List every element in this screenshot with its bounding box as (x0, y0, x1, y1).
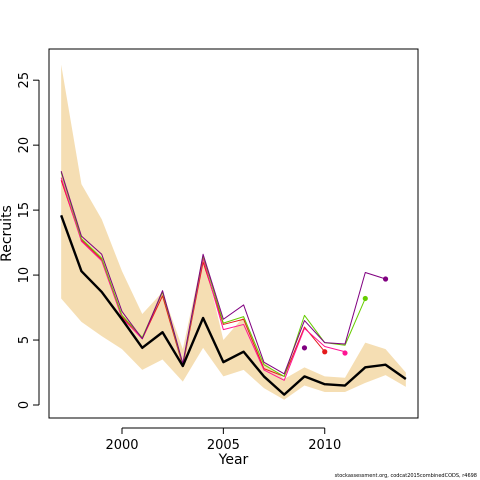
x-axis-label: Year (218, 452, 249, 468)
confidence-band-layer (61, 64, 406, 400)
endpoint-dot-1 (301, 345, 308, 351)
y-tick-label: 5 (17, 336, 32, 344)
x-tick-label: 2010 (308, 438, 341, 453)
axes-layer: 2000 2005 2010 0 5 10 15 20 25 (17, 72, 341, 453)
endpoint-dot-5 (382, 276, 389, 282)
retro-line-4 (60, 170, 386, 375)
series-layer (60, 170, 407, 396)
endpoint-dot-3 (342, 350, 348, 356)
x-tick-label: 2005 (207, 438, 240, 453)
retro-line-3 (60, 172, 366, 377)
endpoint-dot-2 (322, 349, 328, 355)
confidence-band (61, 64, 406, 400)
endpoint-dot-4 (362, 295, 368, 302)
y-tick-label: 0 (17, 401, 32, 409)
source-footnote: stockassessment.org, codcat2015combinedC… (334, 473, 477, 479)
plot-frame (48, 48, 419, 419)
y-tick-label: 20 (17, 137, 32, 154)
endpoint-layer (301, 276, 389, 356)
y-tick-label: 25 (17, 72, 32, 89)
estimate-line (60, 214, 407, 396)
x-tick-label: 2000 (105, 438, 138, 453)
y-axis-label: Recruits (0, 205, 15, 262)
y-tick-label: 15 (17, 202, 32, 219)
y-tick-label: 10 (17, 267, 32, 284)
